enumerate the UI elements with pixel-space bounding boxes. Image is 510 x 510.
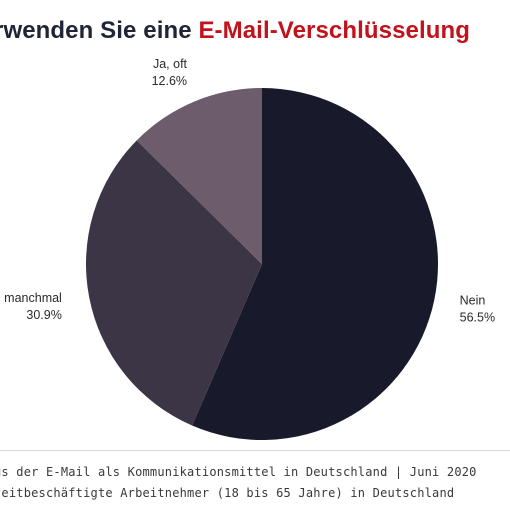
source-note: us der E-Mail als Kommunikationsmittel i… — [0, 462, 510, 504]
slice-label-percent: 12.6% — [152, 74, 187, 88]
source-line-2: zeitbeschäftigte Arbeitnehmer (18 bis 65… — [0, 486, 455, 500]
pie-slices — [85, 88, 438, 440]
slice-label-name: Nein — [460, 294, 486, 308]
pie-slice-ja-oft — [136, 88, 262, 264]
chart-title-highlight: E-Mail-Verschlüsselung — [198, 17, 471, 44]
pie-slice-manchmal — [85, 140, 262, 426]
slice-label-percent: 30.9% — [26, 308, 61, 322]
slice-label-name: Ja, oft — [153, 57, 188, 71]
chart-title-text: rwenden Sie eine — [0, 17, 199, 44]
slice-label-percent: 56.5% — [460, 311, 495, 325]
chart-title: rwenden Sie eine E-Mail-Verschlüsselung — [0, 17, 470, 45]
pie-slice-nein — [192, 88, 438, 440]
footer-divider — [0, 450, 510, 451]
pie-labels: Nein 56.5% manchmal 30.9% Ja, oft 12.6% — [4, 57, 495, 324]
source-line-1: us der E-Mail als Kommunikationsmittel i… — [0, 465, 477, 479]
slice-label-name: manchmal — [4, 291, 62, 305]
